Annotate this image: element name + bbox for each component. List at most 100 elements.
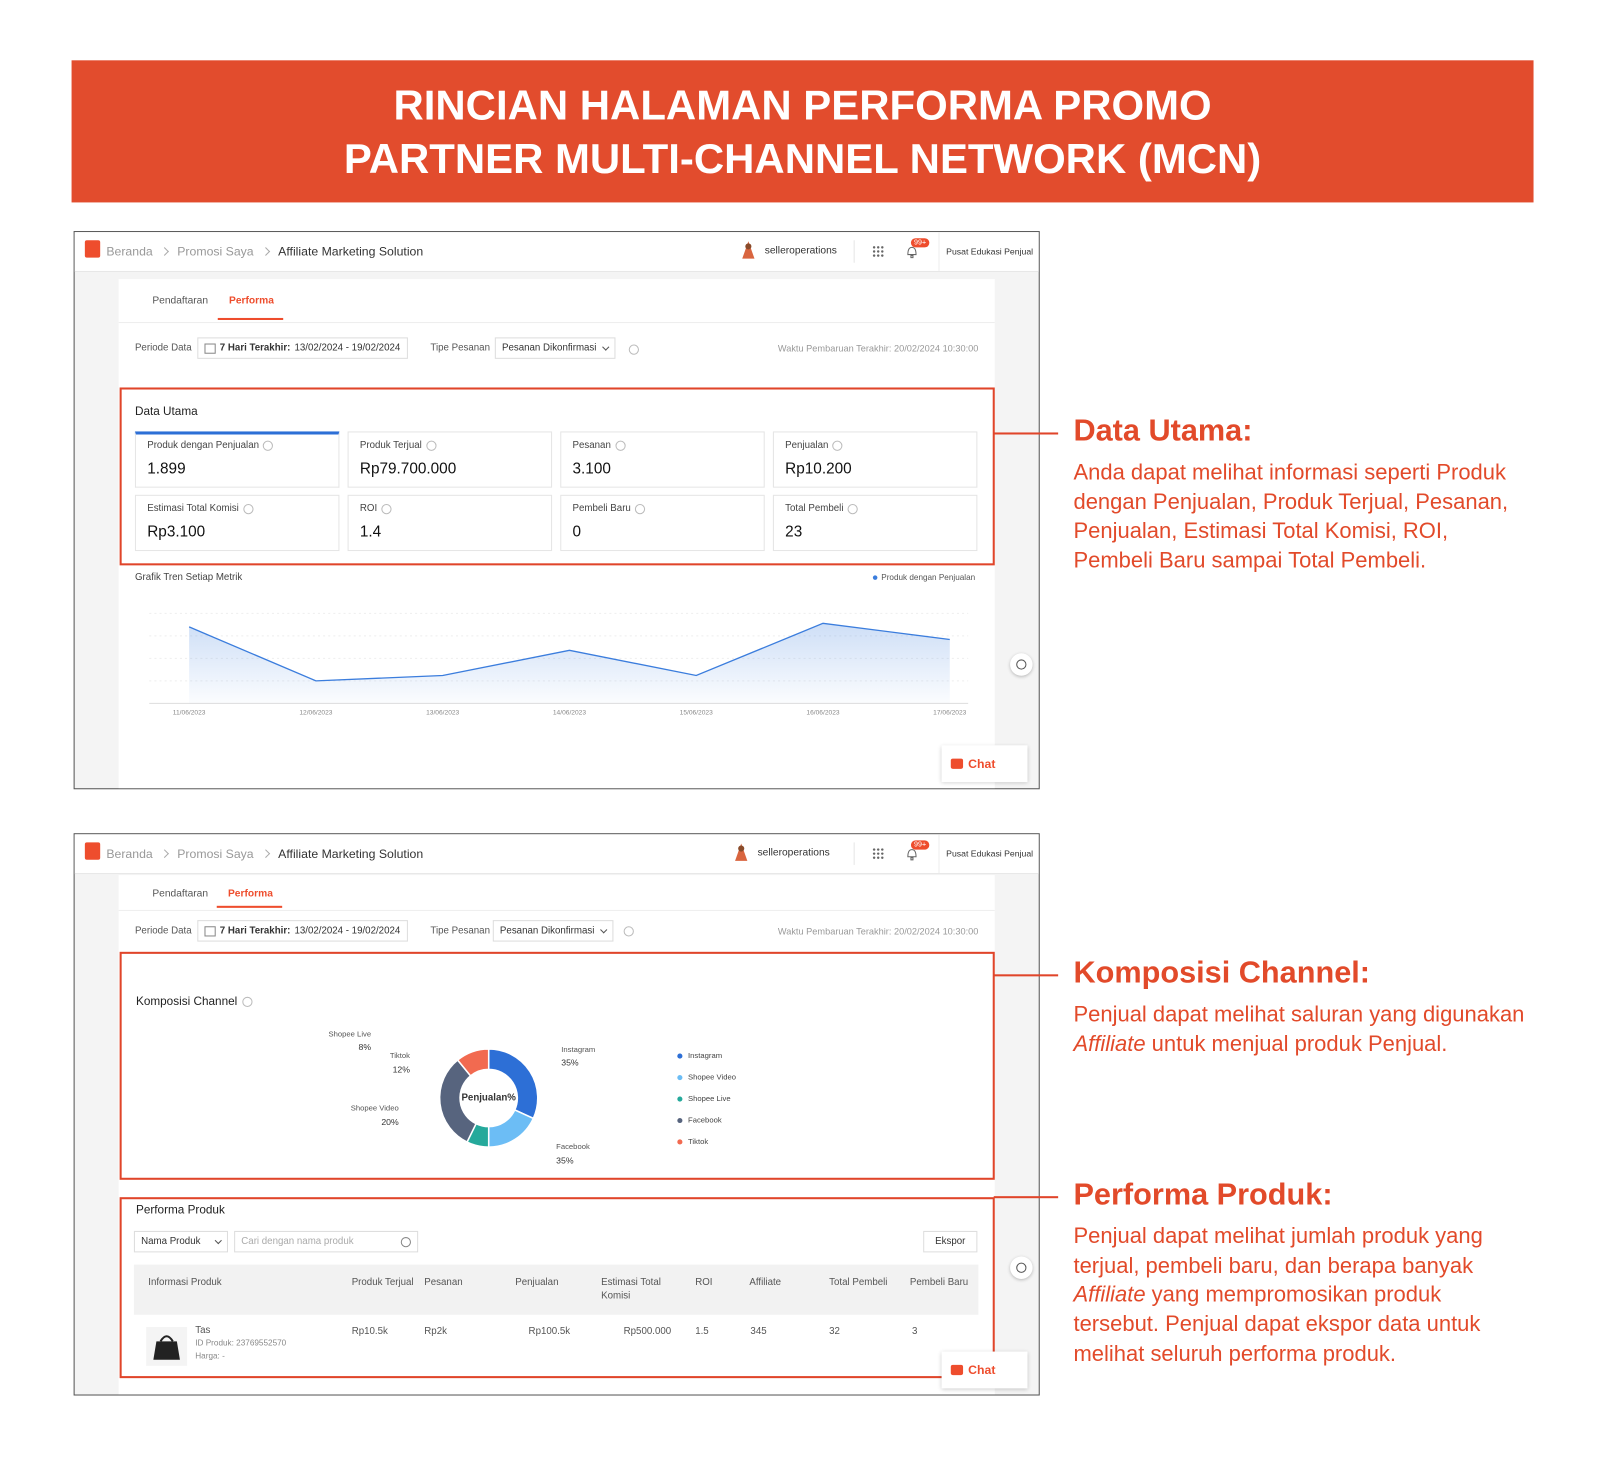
donut-slice <box>487 1108 535 1148</box>
apps-icon[interactable] <box>872 245 884 257</box>
legend-dot <box>677 1139 683 1145</box>
crumb[interactable]: Promosi Saya <box>177 244 254 259</box>
legend-label: Tiktok <box>688 1137 708 1146</box>
column-header[interactable]: Affiliate <box>749 1276 782 1289</box>
column-header[interactable]: Pesanan <box>424 1276 463 1289</box>
column-header[interactable]: Penjualan <box>515 1276 559 1289</box>
note-text: Penjual dapat melihat jumlah produk yang… <box>1073 1223 1483 1278</box>
bell-icon[interactable] <box>906 847 918 861</box>
metric-label-row: Pesanan <box>573 440 753 451</box>
crumb[interactable]: Beranda <box>106 846 153 861</box>
note-heading: Komposisi Channel: <box>1073 955 1370 990</box>
caret <box>214 1236 222 1244</box>
caret <box>600 925 608 933</box>
highlight-box <box>119 951 995 1180</box>
crumb[interactable]: Beranda <box>106 244 153 259</box>
table-cell: 3 <box>911 1326 918 1338</box>
help-icon <box>832 440 843 451</box>
note-emphasis: Affiliate <box>1073 1031 1146 1056</box>
period-range: 13/02/2024 - 19/02/2024 <box>294 925 401 937</box>
help-icon <box>263 440 274 451</box>
select[interactable]: Nama Produk <box>133 1230 228 1253</box>
tab[interactable]: Pendaftaran <box>152 888 209 900</box>
metric-value: 3.100 <box>572 460 611 478</box>
placeholder: Cari dengan nama produk <box>241 1236 354 1248</box>
connector <box>993 974 1059 977</box>
column-header[interactable]: ROI <box>695 1276 713 1289</box>
circle <box>738 845 745 852</box>
x-tick-label: 16/06/2023 <box>806 709 839 716</box>
breadcrumb: Beranda Promosi Saya Affiliate Marketing… <box>106 847 423 861</box>
help-icon <box>634 503 646 514</box>
help-link[interactable]: Pusat Edukasi Penjual <box>938 834 1039 874</box>
metric-value: Rp3.100 <box>147 523 206 541</box>
logo <box>84 240 101 258</box>
svg <box>153 1335 180 1360</box>
section-title: Performa Produk <box>135 1204 225 1217</box>
circle <box>876 848 880 851</box>
tab[interactable]: Performa <box>227 888 273 900</box>
export-button[interactable]: Ekspor <box>923 1230 978 1253</box>
apps-icon[interactable] <box>872 848 884 860</box>
x-tick-label: 11/06/2023 <box>173 709 206 716</box>
circle <box>876 246 880 249</box>
bell-icon[interactable] <box>906 244 918 259</box>
legend-dot <box>872 575 878 580</box>
column-header[interactable]: Produk Terjual <box>351 1276 414 1289</box>
update-time: Waktu Pembaruan Terakhir: 20/02/2024 10:… <box>777 926 979 937</box>
support-icon[interactable] <box>1010 1256 1033 1279</box>
circle <box>745 243 752 250</box>
circle <box>881 246 884 249</box>
column-header[interactable]: Estimasi Total Komisi <box>601 1276 661 1302</box>
select-value: Pesanan Dikonfirmasi <box>499 925 595 937</box>
avatar <box>735 843 748 861</box>
slice-value: 35% <box>556 1156 574 1166</box>
legend-label: Shopee Video <box>688 1073 736 1082</box>
crumb[interactable]: Promosi Saya <box>177 846 254 861</box>
path <box>153 1341 180 1360</box>
tab[interactable]: Performa <box>229 295 274 307</box>
period-range: 13/02/2024 - 19/02/2024 <box>294 342 401 354</box>
path <box>159 1335 174 1342</box>
header-banner: RINCIAN HALAMAN PERFORMA PROMO PARTNER M… <box>71 60 1534 203</box>
metric-label: Produk dengan Penjualan <box>147 439 260 451</box>
update-time: Waktu Pembaruan Terakhir: 20/02/2024 10:… <box>777 343 979 354</box>
topbar: Beranda Promosi Saya Affiliate Marketing… <box>74 834 1039 875</box>
circle <box>881 254 884 257</box>
label: Periode Data <box>134 342 192 354</box>
tab[interactable]: Pendaftaran <box>152 295 209 307</box>
metric-card: Produk Terjual Rp79.700.000 <box>347 431 553 488</box>
g <box>872 848 884 859</box>
table-header <box>133 1264 979 1315</box>
circle <box>872 250 876 253</box>
metric-card: Penjualan Rp10.200 <box>772 431 978 488</box>
circle <box>876 254 880 257</box>
help-icon <box>628 344 639 355</box>
column-header[interactable]: Pembeli Baru <box>909 1276 969 1289</box>
divider <box>118 322 995 324</box>
help-icon <box>614 440 626 451</box>
note-heading: Performa Produk: <box>1073 1177 1333 1212</box>
metric-label-row: Produk dengan Penjualan <box>147 440 327 451</box>
chev <box>160 247 170 256</box>
help-link[interactable]: Pusat Edukasi Penjual <box>938 232 1039 271</box>
column-header[interactable]: Total Pembeli <box>829 1276 888 1289</box>
username[interactable]: selleroperations <box>764 245 837 257</box>
chat-button[interactable]: Chat <box>941 745 1028 783</box>
metric-label: Total Pembeli <box>785 503 844 515</box>
legend-dot <box>677 1117 683 1124</box>
note-emphasis: Affiliate <box>1073 1282 1146 1307</box>
select-value: Nama Produk <box>141 1236 201 1248</box>
select[interactable]: Pesanan Dikonfirmasi <box>492 920 614 942</box>
chat-button[interactable]: Chat <box>941 1351 1028 1389</box>
slice-name: Instagram <box>561 1045 595 1054</box>
username[interactable]: selleroperations <box>757 847 830 859</box>
date-picker[interactable]: 7 Hari Terakhir: 13/02/2024 - 19/02/2024 <box>197 337 408 359</box>
table-cell: Rp500.000 <box>623 1326 672 1338</box>
note-body: Penjual dapat melihat jumlah produk yang… <box>1073 1222 1528 1369</box>
support-icon[interactable] <box>1010 653 1033 676</box>
search-input[interactable]: Cari dengan nama produk <box>234 1230 419 1253</box>
metric-label: Estimasi Total Komisi <box>147 503 239 515</box>
select[interactable]: Pesanan Dikonfirmasi <box>494 337 616 359</box>
date-picker[interactable]: 7 Hari Terakhir: 13/02/2024 - 19/02/2024 <box>197 920 408 942</box>
